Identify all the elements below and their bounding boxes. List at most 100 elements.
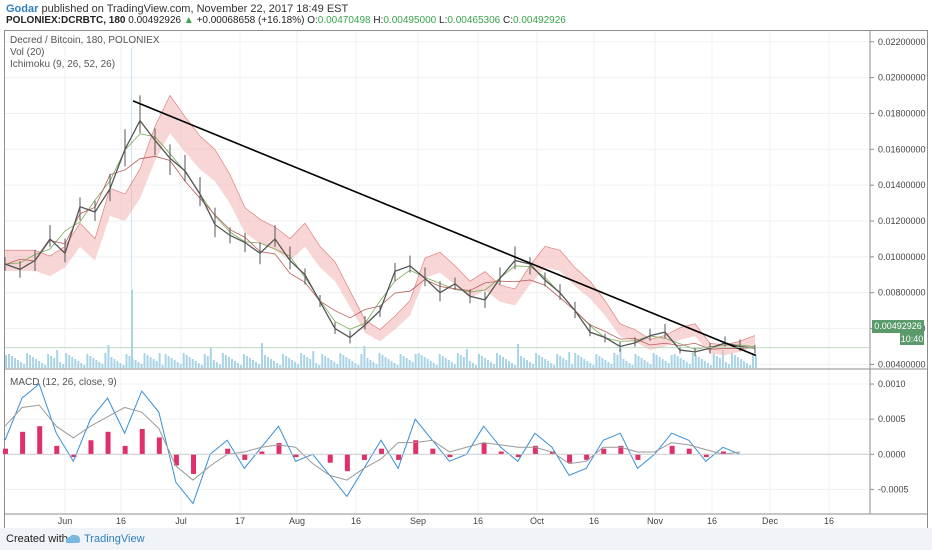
volume-bar <box>122 365 125 368</box>
volume-bar <box>583 359 586 368</box>
volume-bar <box>432 363 435 368</box>
volume-bar <box>327 358 330 368</box>
time-tick-label: Sep <box>410 516 426 526</box>
volume-bar <box>634 354 637 368</box>
volume-bar <box>185 355 188 368</box>
volume-bar <box>23 364 26 368</box>
volume-bar <box>739 359 742 368</box>
volume-bar <box>453 364 456 368</box>
volume-bar <box>673 354 676 368</box>
time-tick-label: Jul <box>175 516 187 526</box>
volume-bar <box>291 360 294 368</box>
volume-bar <box>742 361 745 368</box>
volume-bar <box>565 360 568 368</box>
volume-bar <box>134 360 137 368</box>
price-tick-label: 0.01600000 <box>878 144 926 154</box>
volume-legend[interactable]: Vol (20) <box>10 47 45 58</box>
volume-bar <box>712 354 715 368</box>
ohlc-bar: POLONIEX:DCRBTC, 180 0.00492926 ▲ +0.000… <box>6 15 566 26</box>
volume-bar <box>477 354 480 368</box>
open-value: 0.00470498 <box>317 15 371 26</box>
volume-bar <box>354 363 357 368</box>
tradingview-logo-icon[interactable] <box>64 532 82 550</box>
macd-bar <box>156 437 162 455</box>
senkou-span-a <box>5 94 756 346</box>
footer-bar: Created with TradingView <box>0 528 932 550</box>
macd-legend[interactable]: MACD (12, 26, close, 9) <box>10 377 117 388</box>
price-tick-label: 0.02200000 <box>878 37 926 47</box>
volume-bar <box>601 358 604 368</box>
volume-bar <box>92 358 95 368</box>
volume-bar <box>408 360 411 368</box>
volume-bar <box>200 365 203 368</box>
volume-bar <box>14 358 17 368</box>
volume-bar <box>423 357 426 368</box>
macd-tick-label: 0.0010 <box>878 379 906 389</box>
macd-bar <box>686 448 692 455</box>
volume-bar <box>529 362 532 368</box>
signal-line <box>4 404 741 481</box>
volume-bar <box>661 359 664 368</box>
volume-bar <box>667 363 670 368</box>
volume-bar <box>267 357 270 368</box>
author-link[interactable]: Godar <box>6 3 39 15</box>
macd-bar <box>720 451 726 455</box>
volume-bar <box>282 354 285 368</box>
volume-bar <box>264 355 267 368</box>
volume-bar <box>38 361 41 368</box>
ichimoku-cloud <box>5 95 755 356</box>
created-with-text: Created with <box>6 533 68 545</box>
volume-bar <box>59 362 62 368</box>
volume-bar <box>517 344 520 368</box>
volume-bar <box>279 365 282 368</box>
volume-bar <box>182 353 185 368</box>
volume-bar <box>381 355 384 368</box>
volume-bar <box>233 361 236 368</box>
time-tick-label: 17 <box>235 516 245 526</box>
macd-bar <box>37 426 43 455</box>
volume-bar <box>50 356 53 368</box>
volume-bar <box>541 357 544 368</box>
time-tick-label: 16 <box>824 516 834 526</box>
volume-bar <box>562 358 565 368</box>
volume-bar <box>357 365 360 368</box>
volume-bar <box>258 364 261 368</box>
ichimoku-legend[interactable]: Ichimoku (9, 26, 52, 26) <box>10 59 116 70</box>
volume-bar <box>11 356 14 368</box>
volume-bar <box>146 355 149 368</box>
volume-bar <box>640 358 643 368</box>
macd-bar <box>498 451 504 455</box>
volume-bar <box>191 359 194 368</box>
volume-bar <box>77 361 80 368</box>
volume-bar <box>444 358 447 368</box>
volume-bar <box>643 360 646 368</box>
price-tick-label: 0.01200000 <box>878 216 926 226</box>
volume-bar <box>261 343 264 368</box>
grid-lines <box>5 31 870 514</box>
tradingview-brand[interactable]: TradingView <box>84 533 145 545</box>
volume-bar <box>330 360 333 368</box>
volume-bar <box>155 361 158 368</box>
volume-bar <box>414 354 417 368</box>
low-value: 0.00465306 <box>447 15 501 26</box>
volume-bar <box>535 353 538 368</box>
volume-bar <box>694 355 697 368</box>
low-label: L: <box>439 15 448 26</box>
volume-bar <box>351 361 354 368</box>
volume-bar <box>447 360 450 368</box>
volume-bar <box>203 354 206 368</box>
volume-bar <box>435 365 438 368</box>
volume-bar <box>221 353 224 368</box>
volume-bar <box>285 356 288 368</box>
volume-bar <box>47 354 50 368</box>
volume-bar <box>161 365 164 368</box>
volume-bar <box>333 362 336 368</box>
macd-axis-ticks: 0.0010 0.0005 0.0000 -0.0005 <box>870 379 909 494</box>
macd-bar <box>481 443 487 455</box>
volume-bar <box>495 353 498 368</box>
volume-bar <box>251 360 254 368</box>
volume-bar <box>125 354 128 368</box>
volume-bar <box>131 48 132 290</box>
macd-bar <box>396 454 402 460</box>
